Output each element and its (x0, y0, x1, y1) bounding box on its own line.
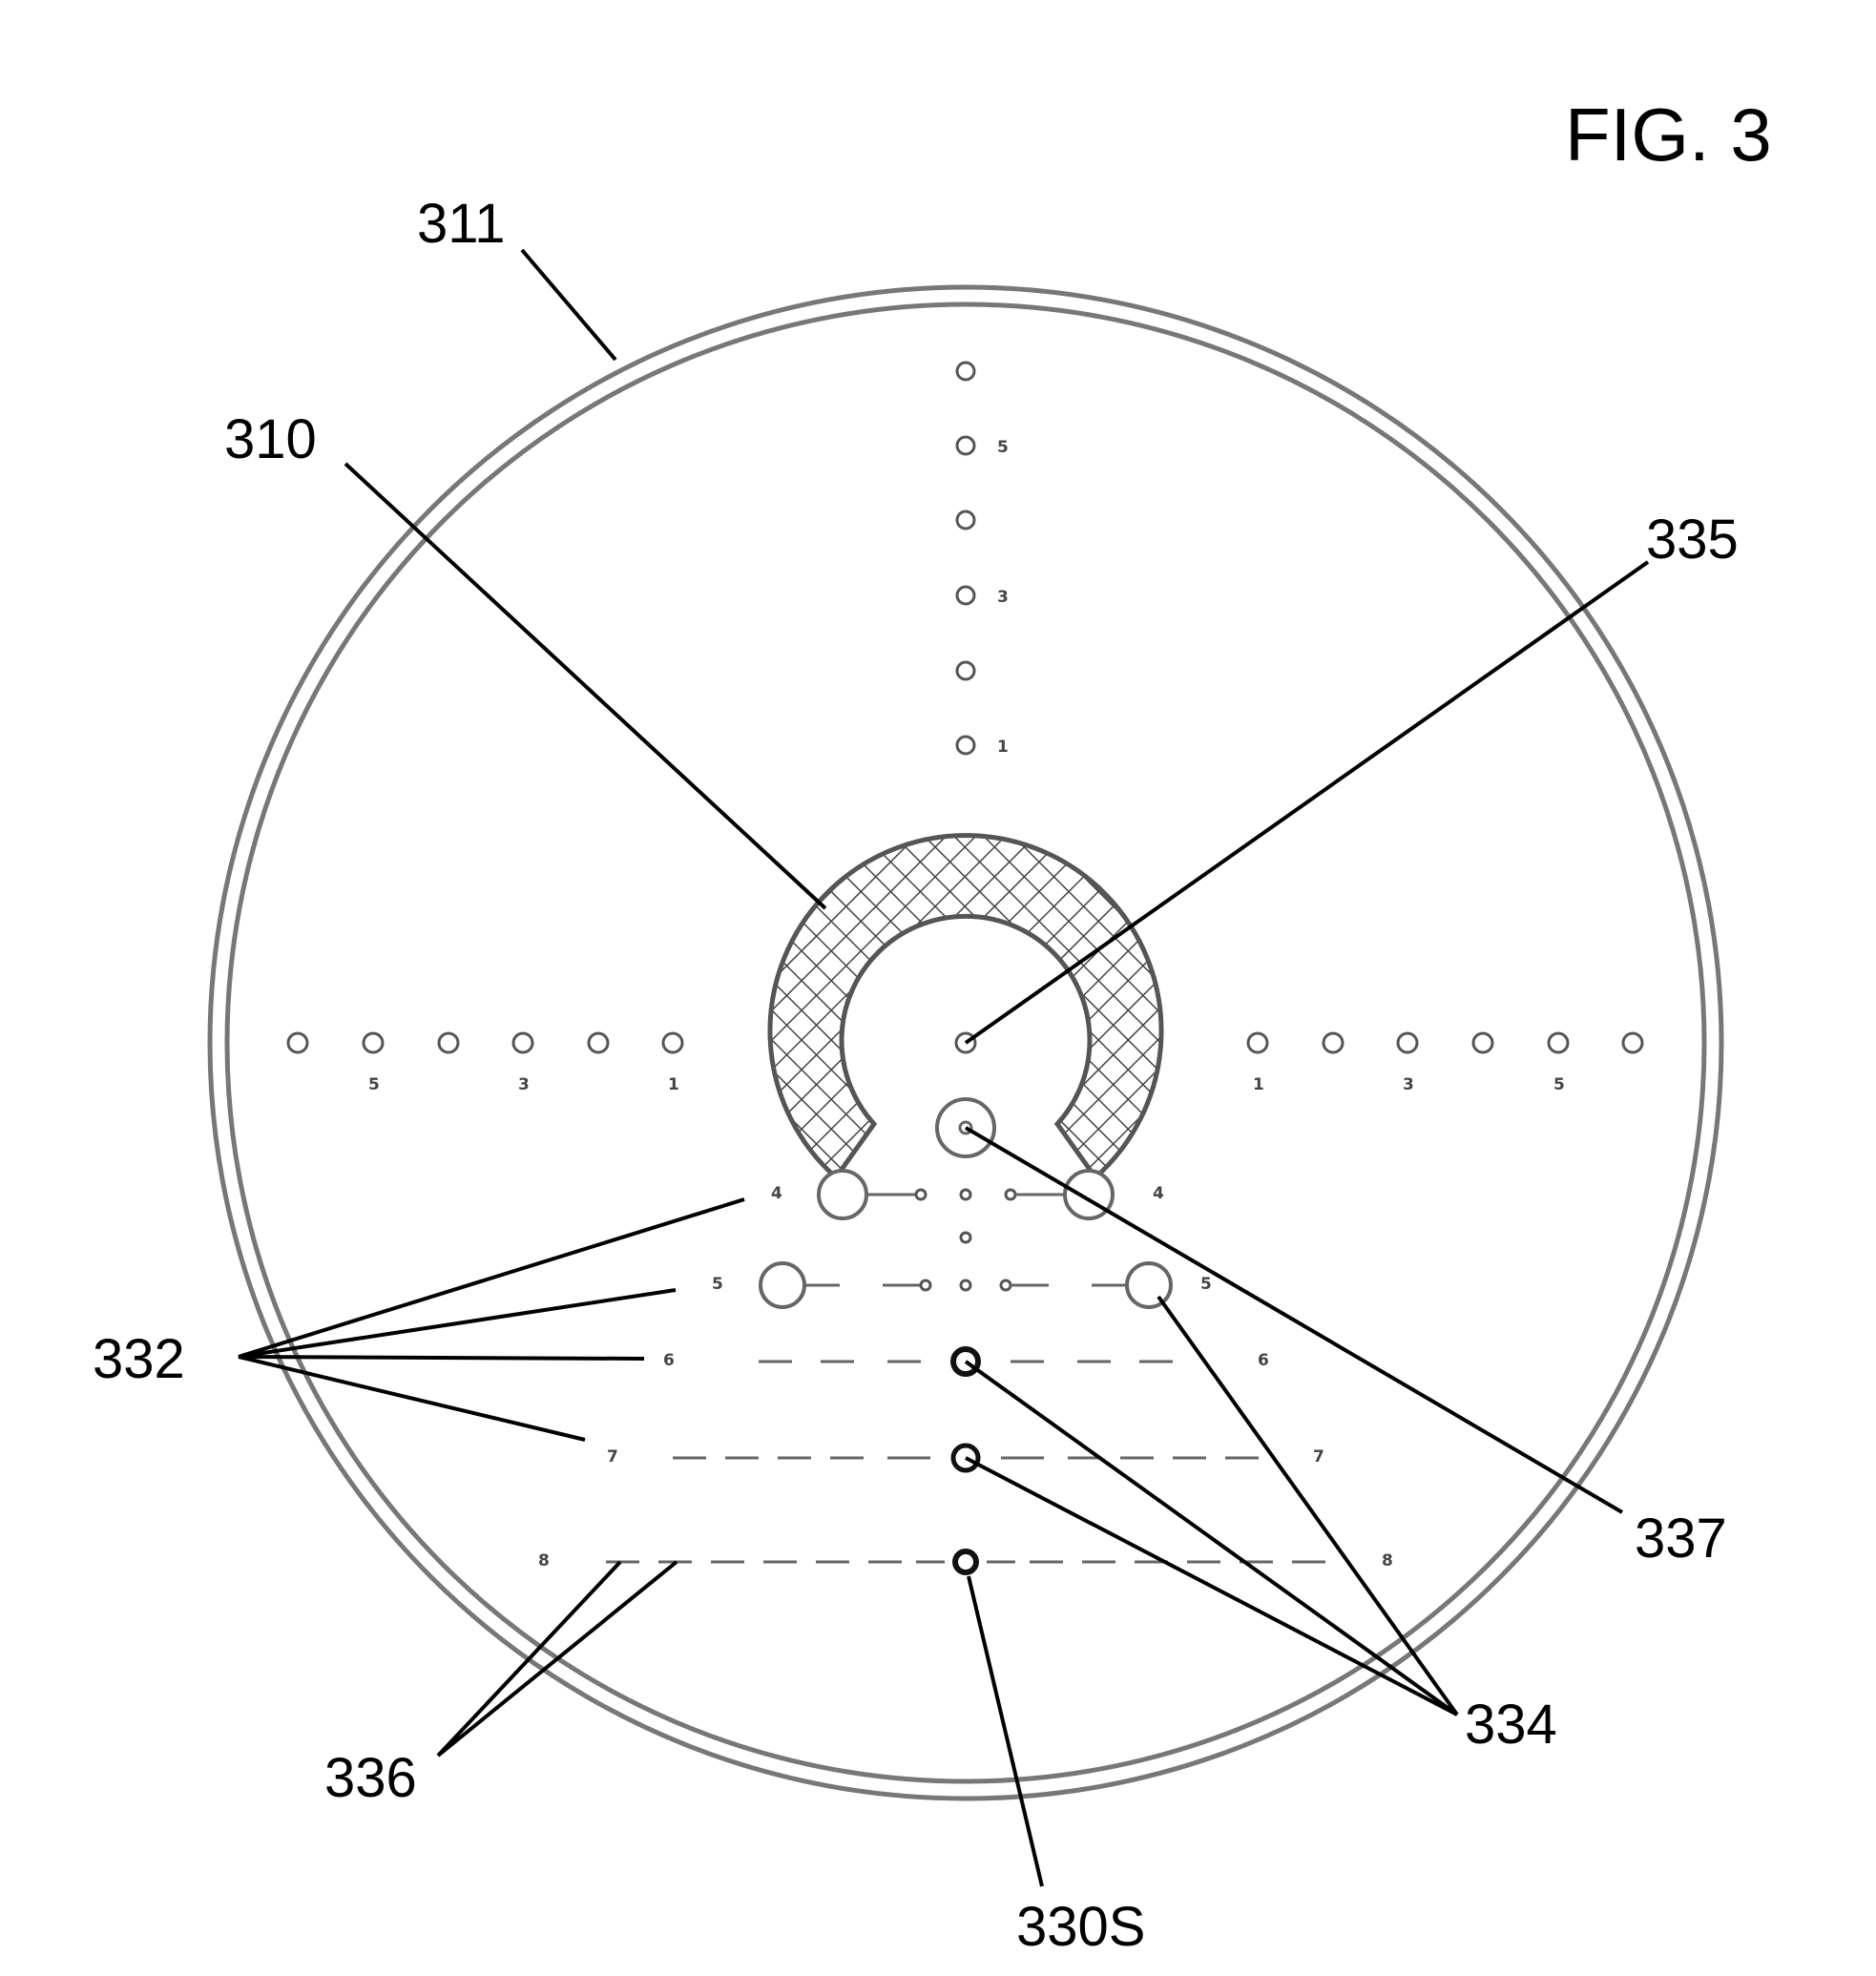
vertical-scale: 5 3 1 (957, 363, 1009, 757)
row-7: 7 7 (607, 1446, 1324, 1470)
leader-311 (522, 250, 615, 360)
scale-digit: 1 (668, 1075, 679, 1094)
scale-digit: 1 (997, 738, 1009, 757)
right-horizontal-scale: 1 3 5 (1248, 1033, 1642, 1094)
scale-digit: 5 (997, 438, 1009, 457)
row-digit: 5 (1200, 1275, 1212, 1294)
label-337: 337 (1635, 1508, 1727, 1570)
row-digit: 8 (1382, 1551, 1393, 1570)
row-digit: 6 (1258, 1351, 1269, 1370)
label-335: 335 (1646, 509, 1739, 571)
label-310: 310 (224, 408, 317, 470)
leader-336a (438, 1562, 620, 1756)
row-4: 4 4 (771, 1171, 1164, 1242)
left-horizontal-scale: 5 3 1 (288, 1033, 682, 1094)
scale-digit: 5 (1553, 1075, 1565, 1094)
leader-335 (966, 562, 1648, 1043)
label-311: 311 (417, 193, 505, 255)
row-digit: 7 (1313, 1447, 1324, 1466)
leader-332a (239, 1199, 744, 1357)
leader-310 (345, 464, 825, 908)
leader-334b (966, 1362, 1457, 1715)
leader-330S (969, 1576, 1042, 1886)
label-332: 332 (93, 1328, 185, 1390)
row-5: 5 5 (712, 1263, 1212, 1307)
leader-334c (966, 1458, 1457, 1715)
leader-337 (966, 1128, 1622, 1512)
row-digit: 4 (1153, 1184, 1164, 1203)
scale-digit: 3 (997, 588, 1009, 607)
leader-332c (239, 1357, 644, 1359)
row-digit: 7 (607, 1447, 618, 1466)
scale-digit: 3 (518, 1075, 530, 1094)
leader-334a (1158, 1297, 1457, 1715)
row-digit: 6 (663, 1351, 675, 1370)
scale-digit: 3 (1403, 1075, 1414, 1094)
leader-332b (239, 1290, 676, 1357)
scale-digit: 1 (1253, 1075, 1264, 1094)
label-336: 336 (324, 1747, 417, 1809)
label-334: 334 (1465, 1694, 1557, 1756)
label-330S: 330S (1016, 1896, 1145, 1958)
row-digit: 4 (771, 1184, 782, 1203)
scale-digit: 5 (368, 1075, 380, 1094)
leader-332d (239, 1357, 585, 1440)
leader-lines (239, 250, 1648, 1886)
figure-title: FIG. 3 (1565, 93, 1772, 177)
row-digit: 8 (538, 1551, 550, 1570)
row-digit: 5 (712, 1275, 723, 1294)
